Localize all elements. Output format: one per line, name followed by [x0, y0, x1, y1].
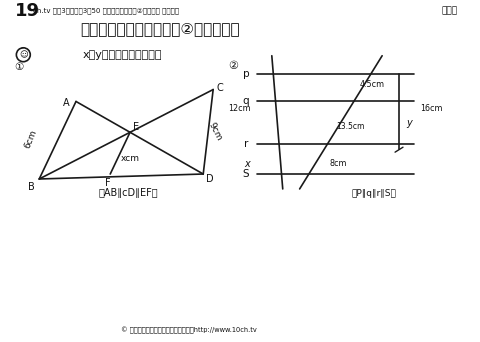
Text: 6cm: 6cm [23, 129, 38, 150]
Text: © 第一「とある男が授業をしてみた」http://www.10ch.tv: © 第一「とある男が授業をしてみた」http://www.10ch.tv [121, 326, 256, 334]
Text: ①: ① [15, 62, 24, 72]
Text: p: p [243, 69, 249, 79]
Text: 月　日: 月 日 [442, 6, 458, 15]
Text: C: C [217, 82, 224, 93]
Text: 8cm: 8cm [329, 159, 347, 168]
Text: E: E [133, 122, 139, 132]
Text: S: S [243, 169, 249, 179]
Text: ②: ② [228, 61, 238, 71]
Text: x: x [244, 159, 250, 169]
Text: 16cm: 16cm [420, 104, 443, 114]
Text: 9cm: 9cm [207, 120, 224, 142]
Text: q: q [243, 96, 249, 106]
Text: 4.5cm: 4.5cm [360, 80, 385, 89]
Text: 12cm: 12cm [228, 104, 250, 114]
Text: ch.tv 【中3数学】中3－50 平行線と線分の比②・応用編 プリント: ch.tv 【中3数学】中3－50 平行線と線分の比②・応用編 プリント [33, 8, 180, 14]
Text: ☺: ☺ [19, 50, 28, 59]
Text: xcm: xcm [121, 154, 140, 162]
Text: B: B [28, 182, 35, 192]
Text: （P∥q∥r∥S）: （P∥q∥r∥S） [352, 189, 396, 198]
Text: r: r [244, 139, 248, 149]
Text: 13.5cm: 13.5cm [336, 122, 365, 131]
Text: 19: 19 [15, 2, 40, 20]
Text: F: F [106, 178, 111, 188]
Text: 数学（平行線と線分の比②・応用編）: 数学（平行線と線分の比②・応用編） [81, 22, 240, 36]
Text: ···: ··· [19, 45, 27, 54]
Text: A: A [63, 98, 70, 108]
Text: D: D [206, 174, 214, 184]
Text: y: y [406, 118, 412, 128]
Text: x．yの値をもとめよう！: x．yの値をもとめよう！ [83, 50, 162, 60]
Text: （AB∥cD∥EF）: （AB∥cD∥EF） [99, 188, 158, 198]
